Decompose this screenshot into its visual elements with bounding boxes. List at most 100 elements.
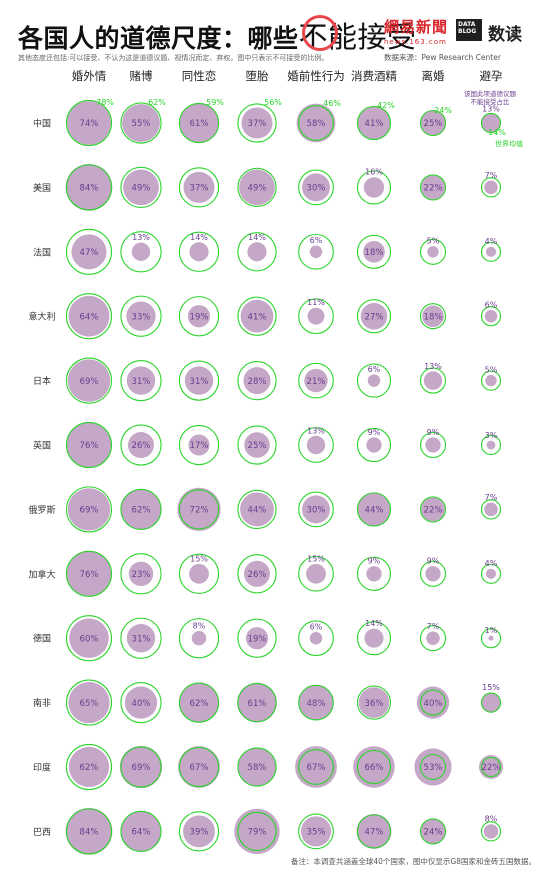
value-label: 6% bbox=[310, 622, 323, 631]
world-average-ring bbox=[120, 553, 162, 595]
country-value-bubble bbox=[296, 103, 336, 143]
world-average-ring bbox=[356, 427, 392, 463]
country-value-bubble bbox=[183, 815, 215, 848]
country-value-bubble bbox=[177, 487, 221, 532]
country-label: 印度 bbox=[33, 762, 51, 774]
world-average-ring bbox=[65, 615, 113, 662]
value-label: 19% bbox=[190, 312, 209, 322]
value-label: 65% bbox=[80, 699, 99, 709]
country-value-bubble bbox=[364, 628, 384, 648]
value-label: 22% bbox=[482, 763, 501, 773]
country-value-bubble bbox=[360, 302, 388, 330]
value-label: 62% bbox=[132, 506, 151, 516]
country-label: 日本 bbox=[33, 375, 51, 387]
value-label: 23% bbox=[132, 570, 151, 580]
world-average-label: 59% bbox=[206, 98, 224, 107]
world-average-label: 46% bbox=[323, 99, 341, 108]
world-average-ring bbox=[356, 749, 392, 785]
world-average-label: 78% bbox=[96, 98, 114, 107]
country-value-bubble bbox=[421, 497, 445, 522]
world-average-ring bbox=[237, 103, 277, 143]
country-value-bubble bbox=[243, 367, 271, 395]
value-label: 15% bbox=[190, 554, 208, 563]
value-label: 37% bbox=[248, 119, 267, 129]
country-value-bubble bbox=[420, 110, 446, 136]
value-label: 40% bbox=[424, 699, 443, 709]
world-average-ring bbox=[237, 360, 277, 401]
country-value-bubble bbox=[425, 437, 441, 453]
world-average-ring bbox=[480, 499, 502, 520]
value-label: 84% bbox=[80, 828, 99, 838]
world-average-label: 62% bbox=[148, 98, 166, 107]
value-label: 25% bbox=[424, 119, 443, 129]
world-average-ring bbox=[65, 808, 113, 855]
world-average-ring bbox=[120, 424, 162, 466]
country-value-bubble bbox=[363, 240, 385, 263]
world-average-ring bbox=[65, 99, 113, 147]
country-value-bubble bbox=[484, 309, 498, 323]
world-average-ring bbox=[480, 241, 502, 262]
world-average-ring bbox=[419, 303, 447, 330]
world-average-ring bbox=[178, 682, 220, 723]
world-average-ring bbox=[178, 360, 220, 401]
world-average-ring bbox=[419, 625, 447, 652]
world-average-ring bbox=[237, 296, 277, 336]
country-value-bubble bbox=[67, 359, 111, 402]
value-label: 8% bbox=[485, 815, 498, 824]
country-value-bubble bbox=[247, 242, 267, 262]
country-value-bubble bbox=[66, 422, 112, 468]
country-value-bubble bbox=[71, 234, 107, 270]
value-label: 4% bbox=[485, 237, 498, 246]
value-label: 62% bbox=[80, 763, 99, 773]
value-label: 69% bbox=[80, 506, 99, 516]
country-value-bubble bbox=[309, 245, 323, 259]
world-average-ring bbox=[120, 810, 162, 853]
country-value-bubble bbox=[67, 488, 111, 531]
issue-header: 婚外情 bbox=[72, 69, 107, 83]
world-average-ring bbox=[480, 306, 502, 327]
world-average-ring bbox=[356, 685, 392, 720]
world-average-ring bbox=[178, 746, 220, 788]
country-value-bubble bbox=[363, 177, 385, 198]
country-value-bubble bbox=[65, 164, 113, 211]
value-label: 26% bbox=[248, 570, 267, 580]
value-label: 47% bbox=[365, 828, 384, 838]
value-label: 58% bbox=[248, 763, 267, 773]
value-label: 37% bbox=[190, 184, 209, 194]
world-average-ring bbox=[298, 491, 334, 528]
world-average-ring bbox=[419, 431, 447, 459]
world-average-ring bbox=[356, 556, 392, 591]
world-average-ring bbox=[356, 234, 392, 269]
value-label: 72% bbox=[190, 506, 209, 516]
world-average-ring bbox=[178, 102, 220, 144]
world-average-label: 42% bbox=[377, 101, 395, 110]
value-label: 61% bbox=[248, 699, 267, 709]
country-label: 南非 bbox=[33, 697, 51, 709]
country-value-bubble bbox=[120, 811, 162, 852]
value-label: 6% bbox=[368, 365, 381, 374]
world-average-label: 56% bbox=[264, 98, 282, 107]
country-value-bubble bbox=[244, 432, 270, 458]
country-value-bubble bbox=[131, 242, 151, 261]
value-label: 14% bbox=[248, 233, 266, 242]
value-label: 19% bbox=[248, 634, 267, 644]
value-label: 79% bbox=[248, 828, 267, 838]
value-label: 47% bbox=[80, 248, 99, 258]
country-value-bubble bbox=[298, 684, 334, 721]
world-average-ring bbox=[298, 427, 334, 463]
value-label: 25% bbox=[248, 441, 267, 451]
value-label: 9% bbox=[368, 428, 381, 437]
world-average-ring bbox=[298, 555, 334, 592]
value-label: 49% bbox=[248, 184, 267, 194]
country-value-bubble bbox=[306, 563, 326, 584]
issue-header: 同性恋 bbox=[182, 69, 217, 83]
value-label: 11% bbox=[307, 298, 325, 307]
country-value-bubble bbox=[189, 242, 209, 262]
value-label: 3% bbox=[485, 431, 498, 440]
world-average-ring bbox=[419, 818, 447, 845]
world-average-ring bbox=[120, 681, 162, 724]
country-value-bubble bbox=[119, 745, 163, 789]
value-label: 16% bbox=[365, 168, 383, 177]
world-average-ring bbox=[298, 233, 334, 270]
country-label: 美国 bbox=[33, 182, 51, 194]
